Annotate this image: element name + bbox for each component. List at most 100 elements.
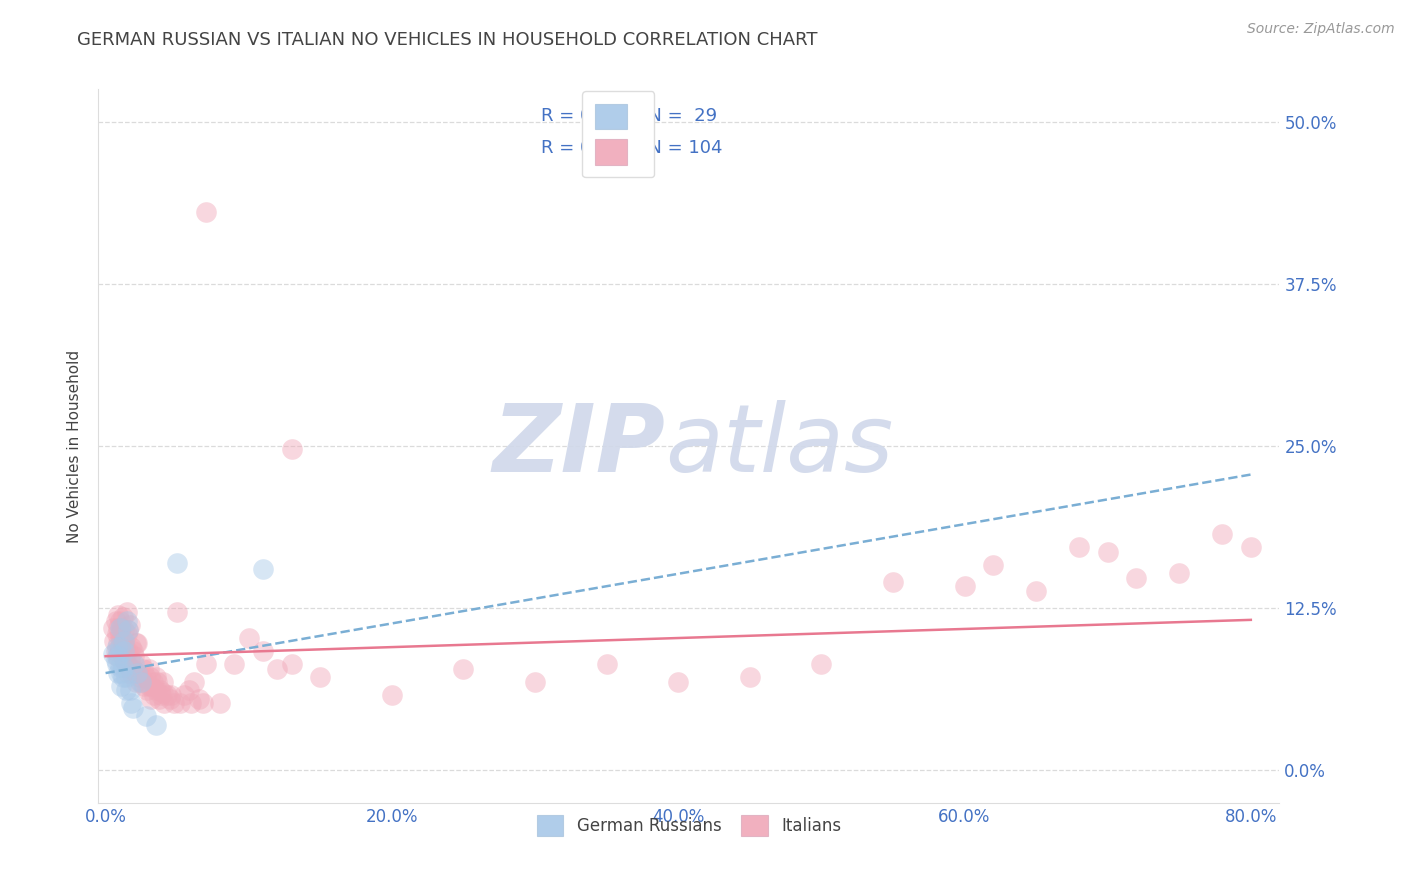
Point — [138, 679, 160, 693]
Point — [135, 670, 157, 684]
Point — [138, 662, 160, 676]
Point — [953, 579, 976, 593]
Point — [141, 679, 163, 693]
Point — [117, 666, 139, 681]
Point — [209, 696, 232, 710]
Point — [114, 644, 136, 658]
Point — [149, 682, 172, 697]
Point — [111, 649, 134, 664]
Point — [666, 675, 689, 690]
Point — [150, 688, 173, 702]
Point — [115, 614, 138, 628]
Point — [194, 657, 217, 671]
Point — [108, 659, 131, 673]
Point — [114, 657, 136, 671]
Point — [115, 627, 138, 641]
Point — [1125, 571, 1147, 585]
Point — [169, 696, 191, 710]
Point — [128, 670, 150, 684]
Point — [105, 627, 128, 641]
Point — [108, 644, 131, 658]
Point — [112, 633, 135, 648]
Point — [524, 675, 547, 690]
Point — [104, 653, 127, 667]
Point — [108, 640, 131, 654]
Point — [173, 688, 195, 702]
Point — [156, 688, 179, 702]
Point — [107, 666, 129, 681]
Point — [112, 636, 135, 650]
Point — [111, 670, 134, 684]
Point — [131, 657, 153, 671]
Point — [120, 666, 142, 681]
Point — [104, 644, 127, 658]
Point — [117, 644, 139, 658]
Text: R = 0.120   N =  29: R = 0.120 N = 29 — [541, 107, 717, 125]
Point — [114, 682, 136, 697]
Point — [120, 662, 142, 676]
Point — [118, 682, 141, 697]
Point — [125, 666, 148, 681]
Point — [145, 682, 167, 697]
Point — [101, 647, 124, 661]
Point — [191, 696, 214, 710]
Point — [112, 653, 135, 667]
Point — [595, 657, 617, 671]
Point — [108, 627, 131, 641]
Point — [132, 662, 155, 676]
Point — [152, 685, 174, 699]
Point — [120, 640, 142, 654]
Point — [224, 657, 246, 671]
Point — [252, 644, 274, 658]
Point — [280, 442, 302, 456]
Point — [159, 692, 181, 706]
Point — [110, 679, 132, 693]
Point — [122, 649, 145, 664]
Point — [122, 657, 145, 671]
Point — [111, 636, 134, 650]
Point — [309, 670, 332, 684]
Point — [810, 657, 832, 671]
Point — [166, 556, 188, 570]
Point — [142, 675, 165, 690]
Point — [134, 679, 156, 693]
Point — [120, 696, 142, 710]
Point — [280, 657, 302, 671]
Point — [160, 688, 183, 702]
Point — [104, 614, 127, 628]
Point — [981, 558, 1004, 573]
Point — [107, 621, 129, 635]
Text: GERMAN RUSSIAN VS ITALIAN NO VEHICLES IN HOUSEHOLD CORRELATION CHART: GERMAN RUSSIAN VS ITALIAN NO VEHICLES IN… — [77, 31, 818, 49]
Point — [105, 649, 128, 664]
Point — [124, 636, 146, 650]
Point — [187, 692, 209, 706]
Point — [139, 670, 162, 684]
Point — [118, 618, 141, 632]
Point — [163, 696, 186, 710]
Point — [105, 640, 128, 654]
Point — [111, 610, 134, 624]
Text: Source: ZipAtlas.com: Source: ZipAtlas.com — [1247, 22, 1395, 37]
Point — [110, 621, 132, 635]
Point — [114, 670, 136, 684]
Point — [135, 709, 157, 723]
Point — [266, 662, 288, 676]
Point — [453, 662, 475, 676]
Point — [129, 675, 152, 690]
Point — [882, 575, 904, 590]
Point — [115, 605, 138, 619]
Point — [125, 636, 148, 650]
Point — [145, 670, 167, 684]
Point — [121, 701, 143, 715]
Point — [121, 644, 143, 658]
Y-axis label: No Vehicles in Household: No Vehicles in Household — [67, 350, 83, 542]
Point — [101, 621, 124, 635]
Point — [252, 562, 274, 576]
Point — [148, 692, 170, 706]
Point — [177, 682, 200, 697]
Point — [1211, 527, 1233, 541]
Point — [112, 624, 135, 638]
Point — [381, 688, 404, 702]
Point — [141, 692, 163, 706]
Point — [105, 657, 128, 671]
